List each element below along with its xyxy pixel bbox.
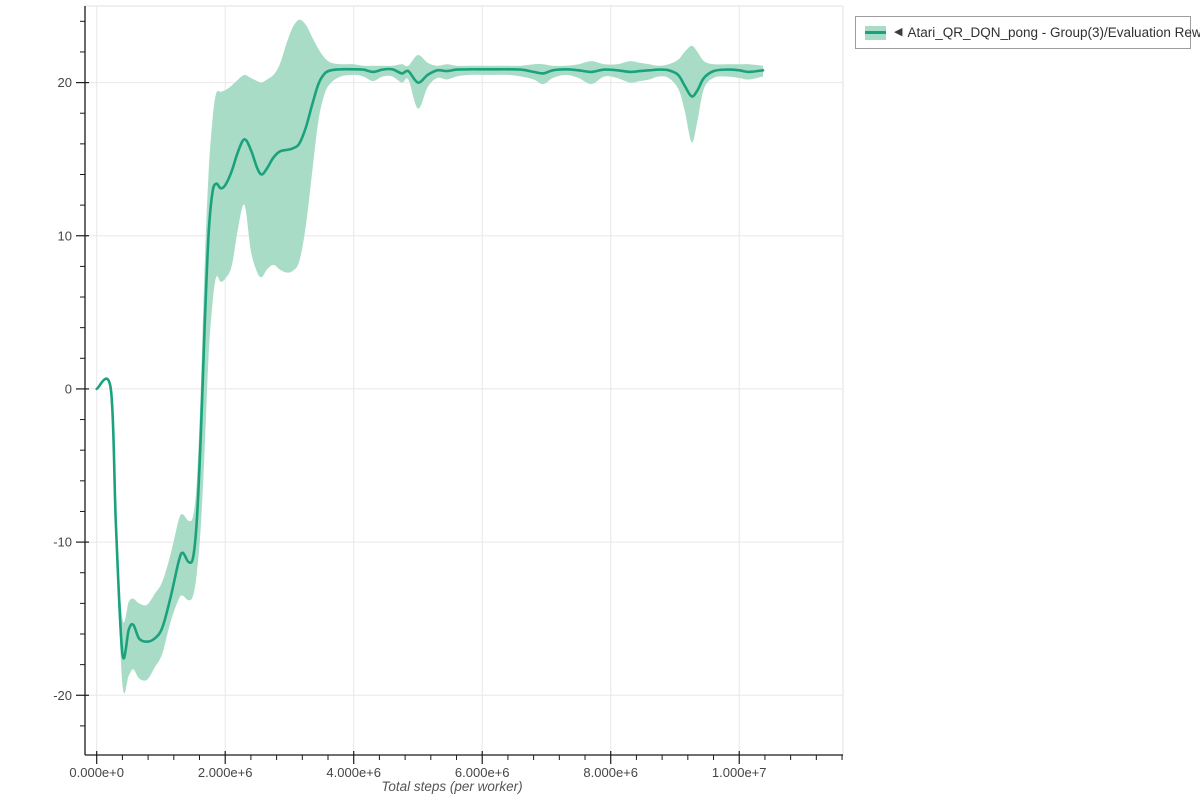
- legend: ◀ Atari_QR_DQN_pong - Group(3)/Evaluatio…: [855, 16, 1200, 49]
- plot-border: [85, 5, 844, 755]
- y-tick-label: 10: [58, 228, 72, 243]
- x-tick-label: 8.000e+6: [583, 765, 638, 780]
- y-tick-label: -10: [53, 535, 72, 550]
- y-tick-label: -20: [53, 688, 72, 703]
- legend-item-evaluation-reward[interactable]: ◀ Atari_QR_DQN_pong - Group(3)/Evaluatio…: [865, 25, 1200, 40]
- x-tick-label: 4.000e+6: [326, 765, 381, 780]
- series-line-swatch-icon: [865, 31, 886, 34]
- x-tick-label: 0.000e+0: [69, 765, 124, 780]
- gridlines: [85, 6, 843, 755]
- series-band-swatch-icon: [865, 25, 886, 40]
- series-evaluation-reward: [95, 19, 765, 694]
- x-tick-label: 2.000e+6: [198, 765, 253, 780]
- x-axis-ticks: 0.000e+0 2.000e+6 4.000e+6 6.000e+6 8.000e+6…: [69, 751, 843, 780]
- x-tick-label: 1.000e+7: [712, 765, 767, 780]
- mean-line: [95, 67, 765, 660]
- x-axis-title: Total steps (per worker): [381, 779, 522, 794]
- y-tick-label: 0: [65, 381, 72, 396]
- legend-series-label: Atari_QR_DQN_pong - Group(3)/Evaluation …: [907, 25, 1200, 40]
- confidence-band: [96, 19, 763, 694]
- y-tick-label: 20: [58, 75, 72, 90]
- x-tick-label: 6.000e+6: [455, 765, 510, 780]
- y-axis-ticks: -20 -10 0 10 20: [53, 20, 89, 727]
- collapse-triangle-icon: ◀: [894, 26, 903, 38]
- axes: [84, 6, 843, 756]
